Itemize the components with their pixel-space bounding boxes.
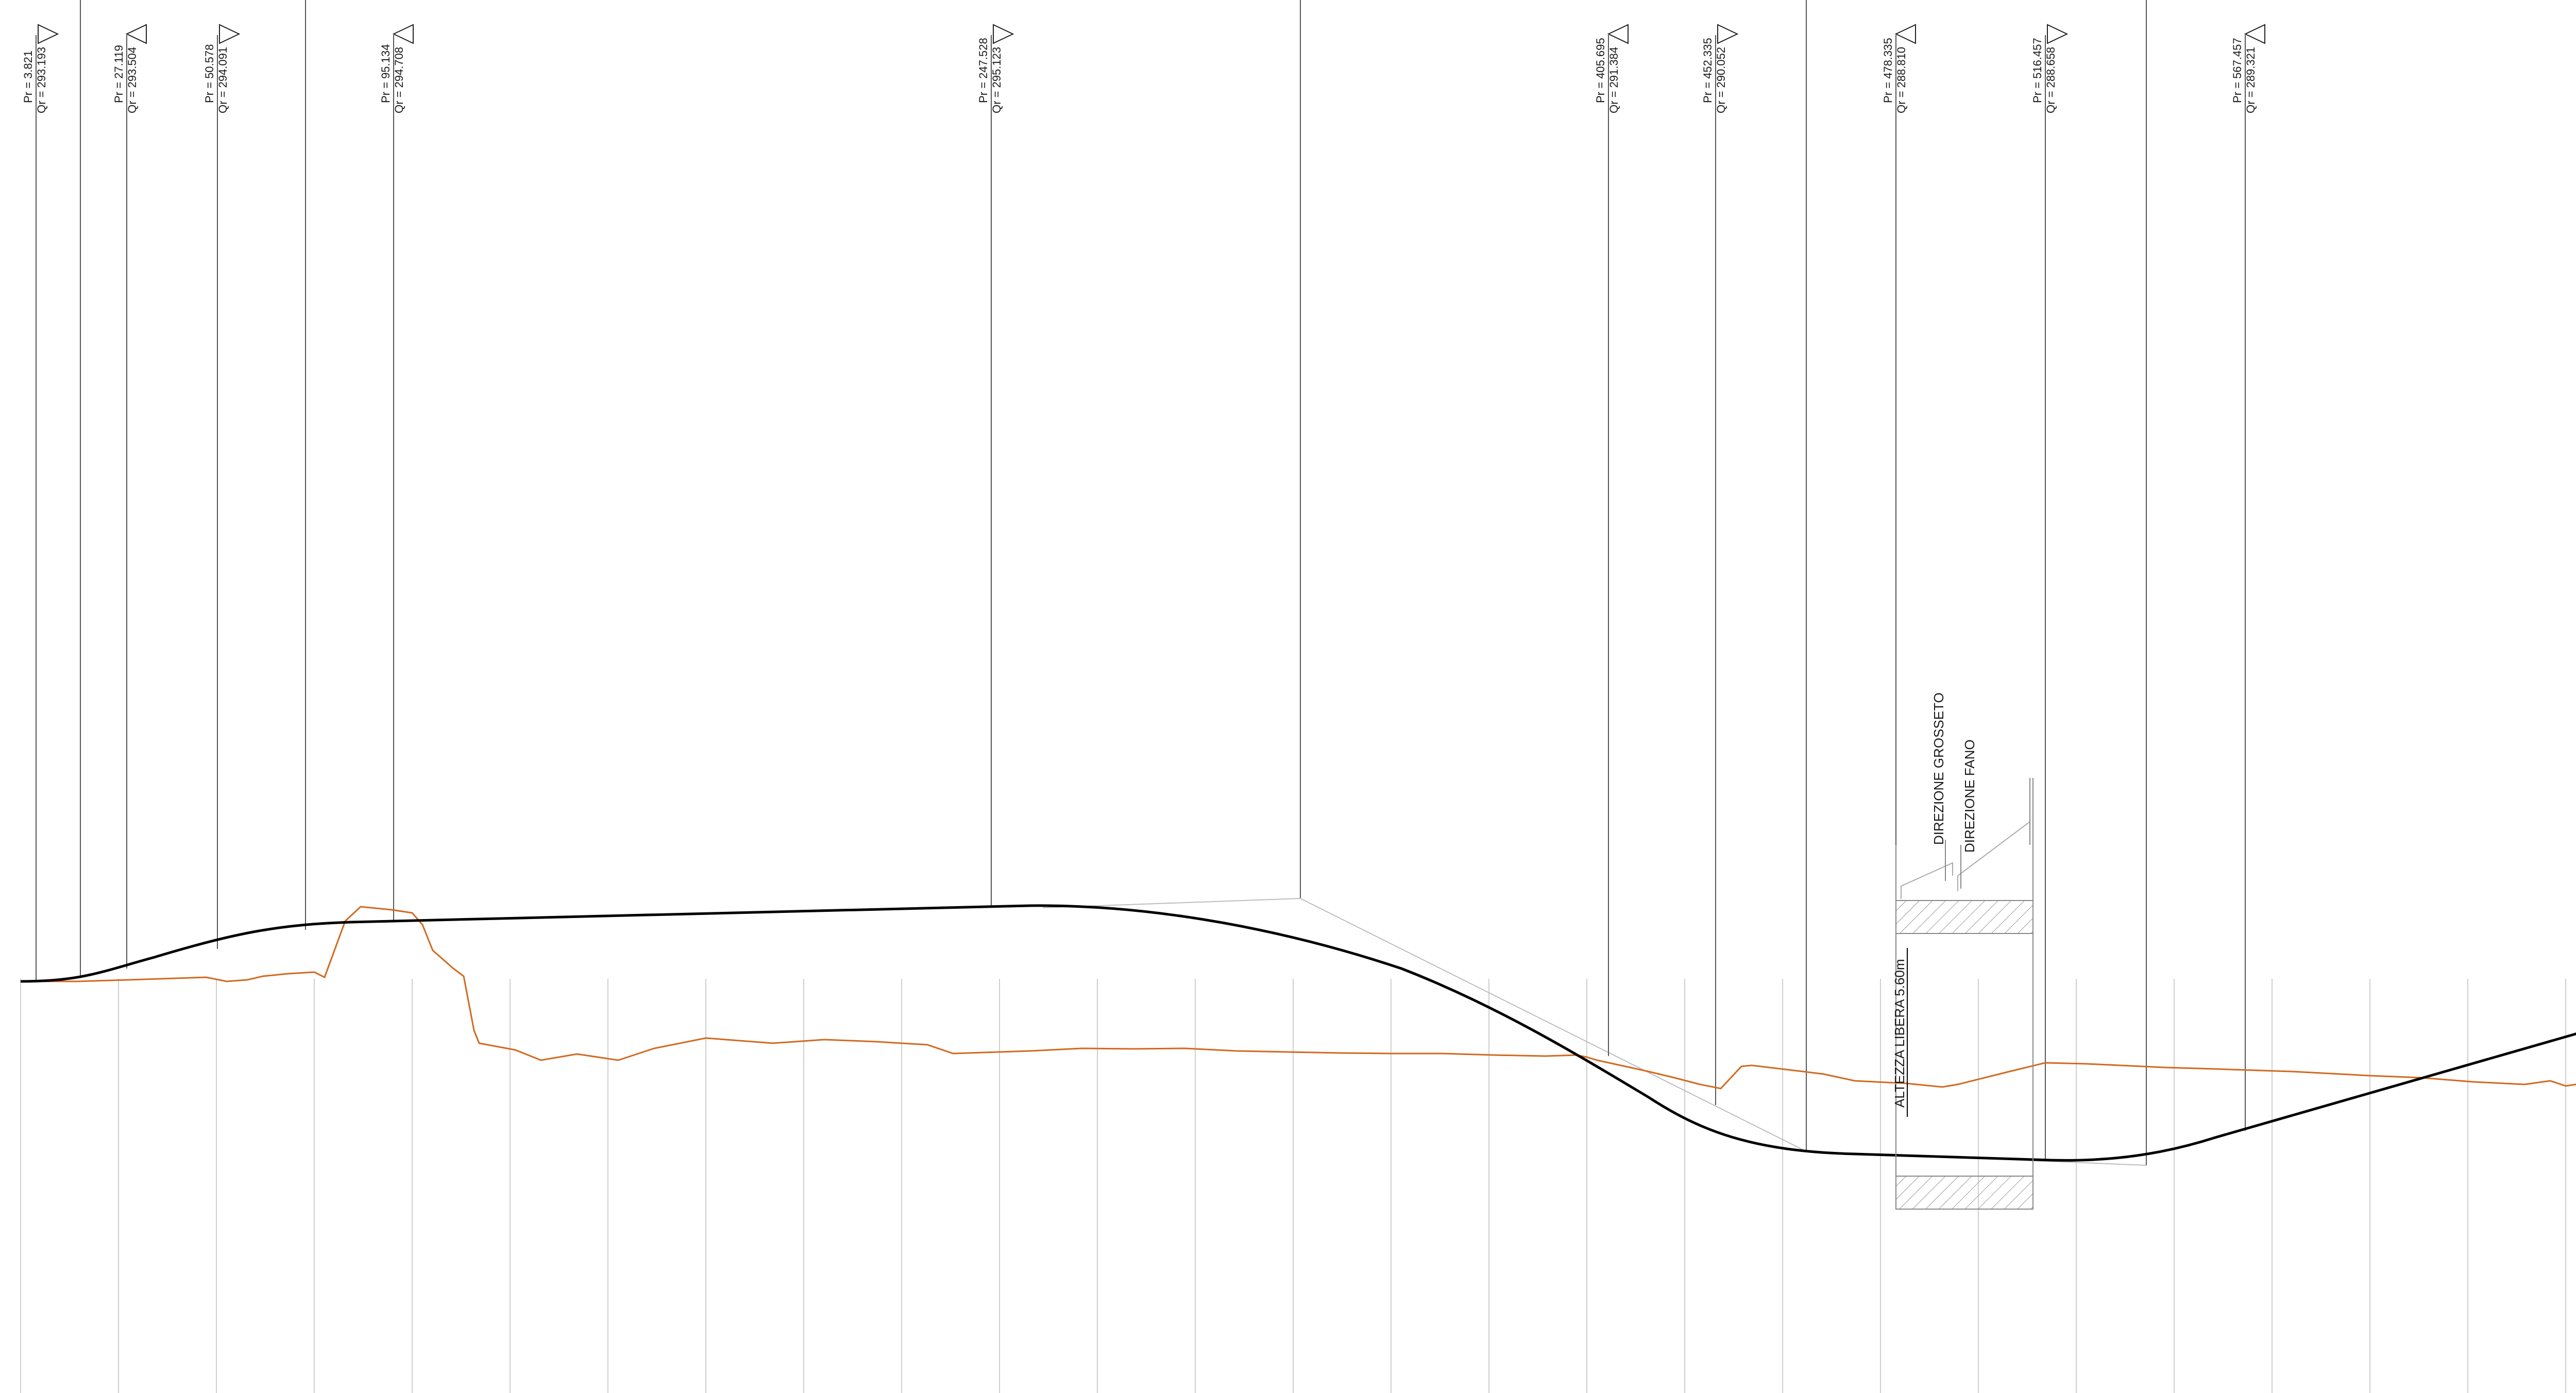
station-pr-label: Pr = 567.457: [2231, 38, 2244, 103]
station-pr-label: Pr = 3.821: [22, 50, 35, 103]
triangle-right-icon: [2047, 24, 2069, 44]
triangle-left-icon: [1607, 24, 1629, 44]
station-pr-label: Pr = 95.134: [379, 44, 392, 103]
station-qr-label: Qr = 294.091: [216, 47, 229, 113]
bridge-deck: [1895, 900, 2033, 934]
station-pr-label: Pr = 50.578: [203, 44, 216, 103]
triangle-left-icon: [392, 24, 414, 44]
station-pr-label: Pr = 27.119: [112, 45, 125, 103]
triangle-right-icon: [1717, 24, 1739, 44]
station-pr-label: Pr = 405.695: [1594, 38, 1607, 103]
station-pr-label: Pr = 452.335: [1701, 38, 1714, 103]
station-qr-label: Qr = 291.384: [1607, 47, 1620, 113]
station-qr-label: Qr = 290.052: [1715, 47, 1727, 113]
triangle-left-icon: [125, 24, 147, 44]
terrain-profile: [21, 906, 2576, 1090]
triangle-right-icon: [219, 24, 241, 44]
station-qr-label: Qr = 288.810: [1895, 47, 1908, 113]
station-qr-label: Qr = 294.708: [393, 47, 405, 113]
triangle-left-icon: [1894, 24, 1916, 44]
station-qr-label: Qr = 293.193: [35, 47, 48, 113]
railing-grosseto: [1901, 862, 1953, 899]
bridge-footing: [1895, 1176, 2033, 1210]
clearance-label: ALTEZZA LIBERA 5.60m: [1892, 959, 1907, 1108]
station-qr-label: Qr = 289.321: [2244, 47, 2257, 113]
station-qr-label: Qr = 295.123: [990, 47, 1003, 113]
station-qr-label: Qr = 288.658: [2044, 47, 2057, 113]
triangle-right-icon: [38, 24, 59, 44]
station-pr-label: Pr = 516.457: [2031, 38, 2044, 103]
station-pr-label: Pr = 478.335: [1882, 38, 1894, 103]
direction-grosseto-label: DIREZIONE GROSSETO: [1931, 692, 1946, 845]
station-pr-label: Pr = 247.528: [977, 38, 990, 103]
station-markers: Pr = 3.821 Qr = 293.193 Pr = 27.119 Qr = 29…: [22, 24, 2265, 113]
triangle-right-icon: [993, 24, 1014, 44]
station-qr-label: Qr = 293.504: [126, 47, 139, 113]
triangle-left-icon: [2244, 24, 2265, 44]
design-profile: [20, 904, 2576, 1162]
overpass-structure: DIREZIONE GROSSETO DIREZIONE FANO ALTEZZ…: [1892, 692, 2033, 1210]
direction-fano-label: DIREZIONE FANO: [1962, 739, 1977, 853]
